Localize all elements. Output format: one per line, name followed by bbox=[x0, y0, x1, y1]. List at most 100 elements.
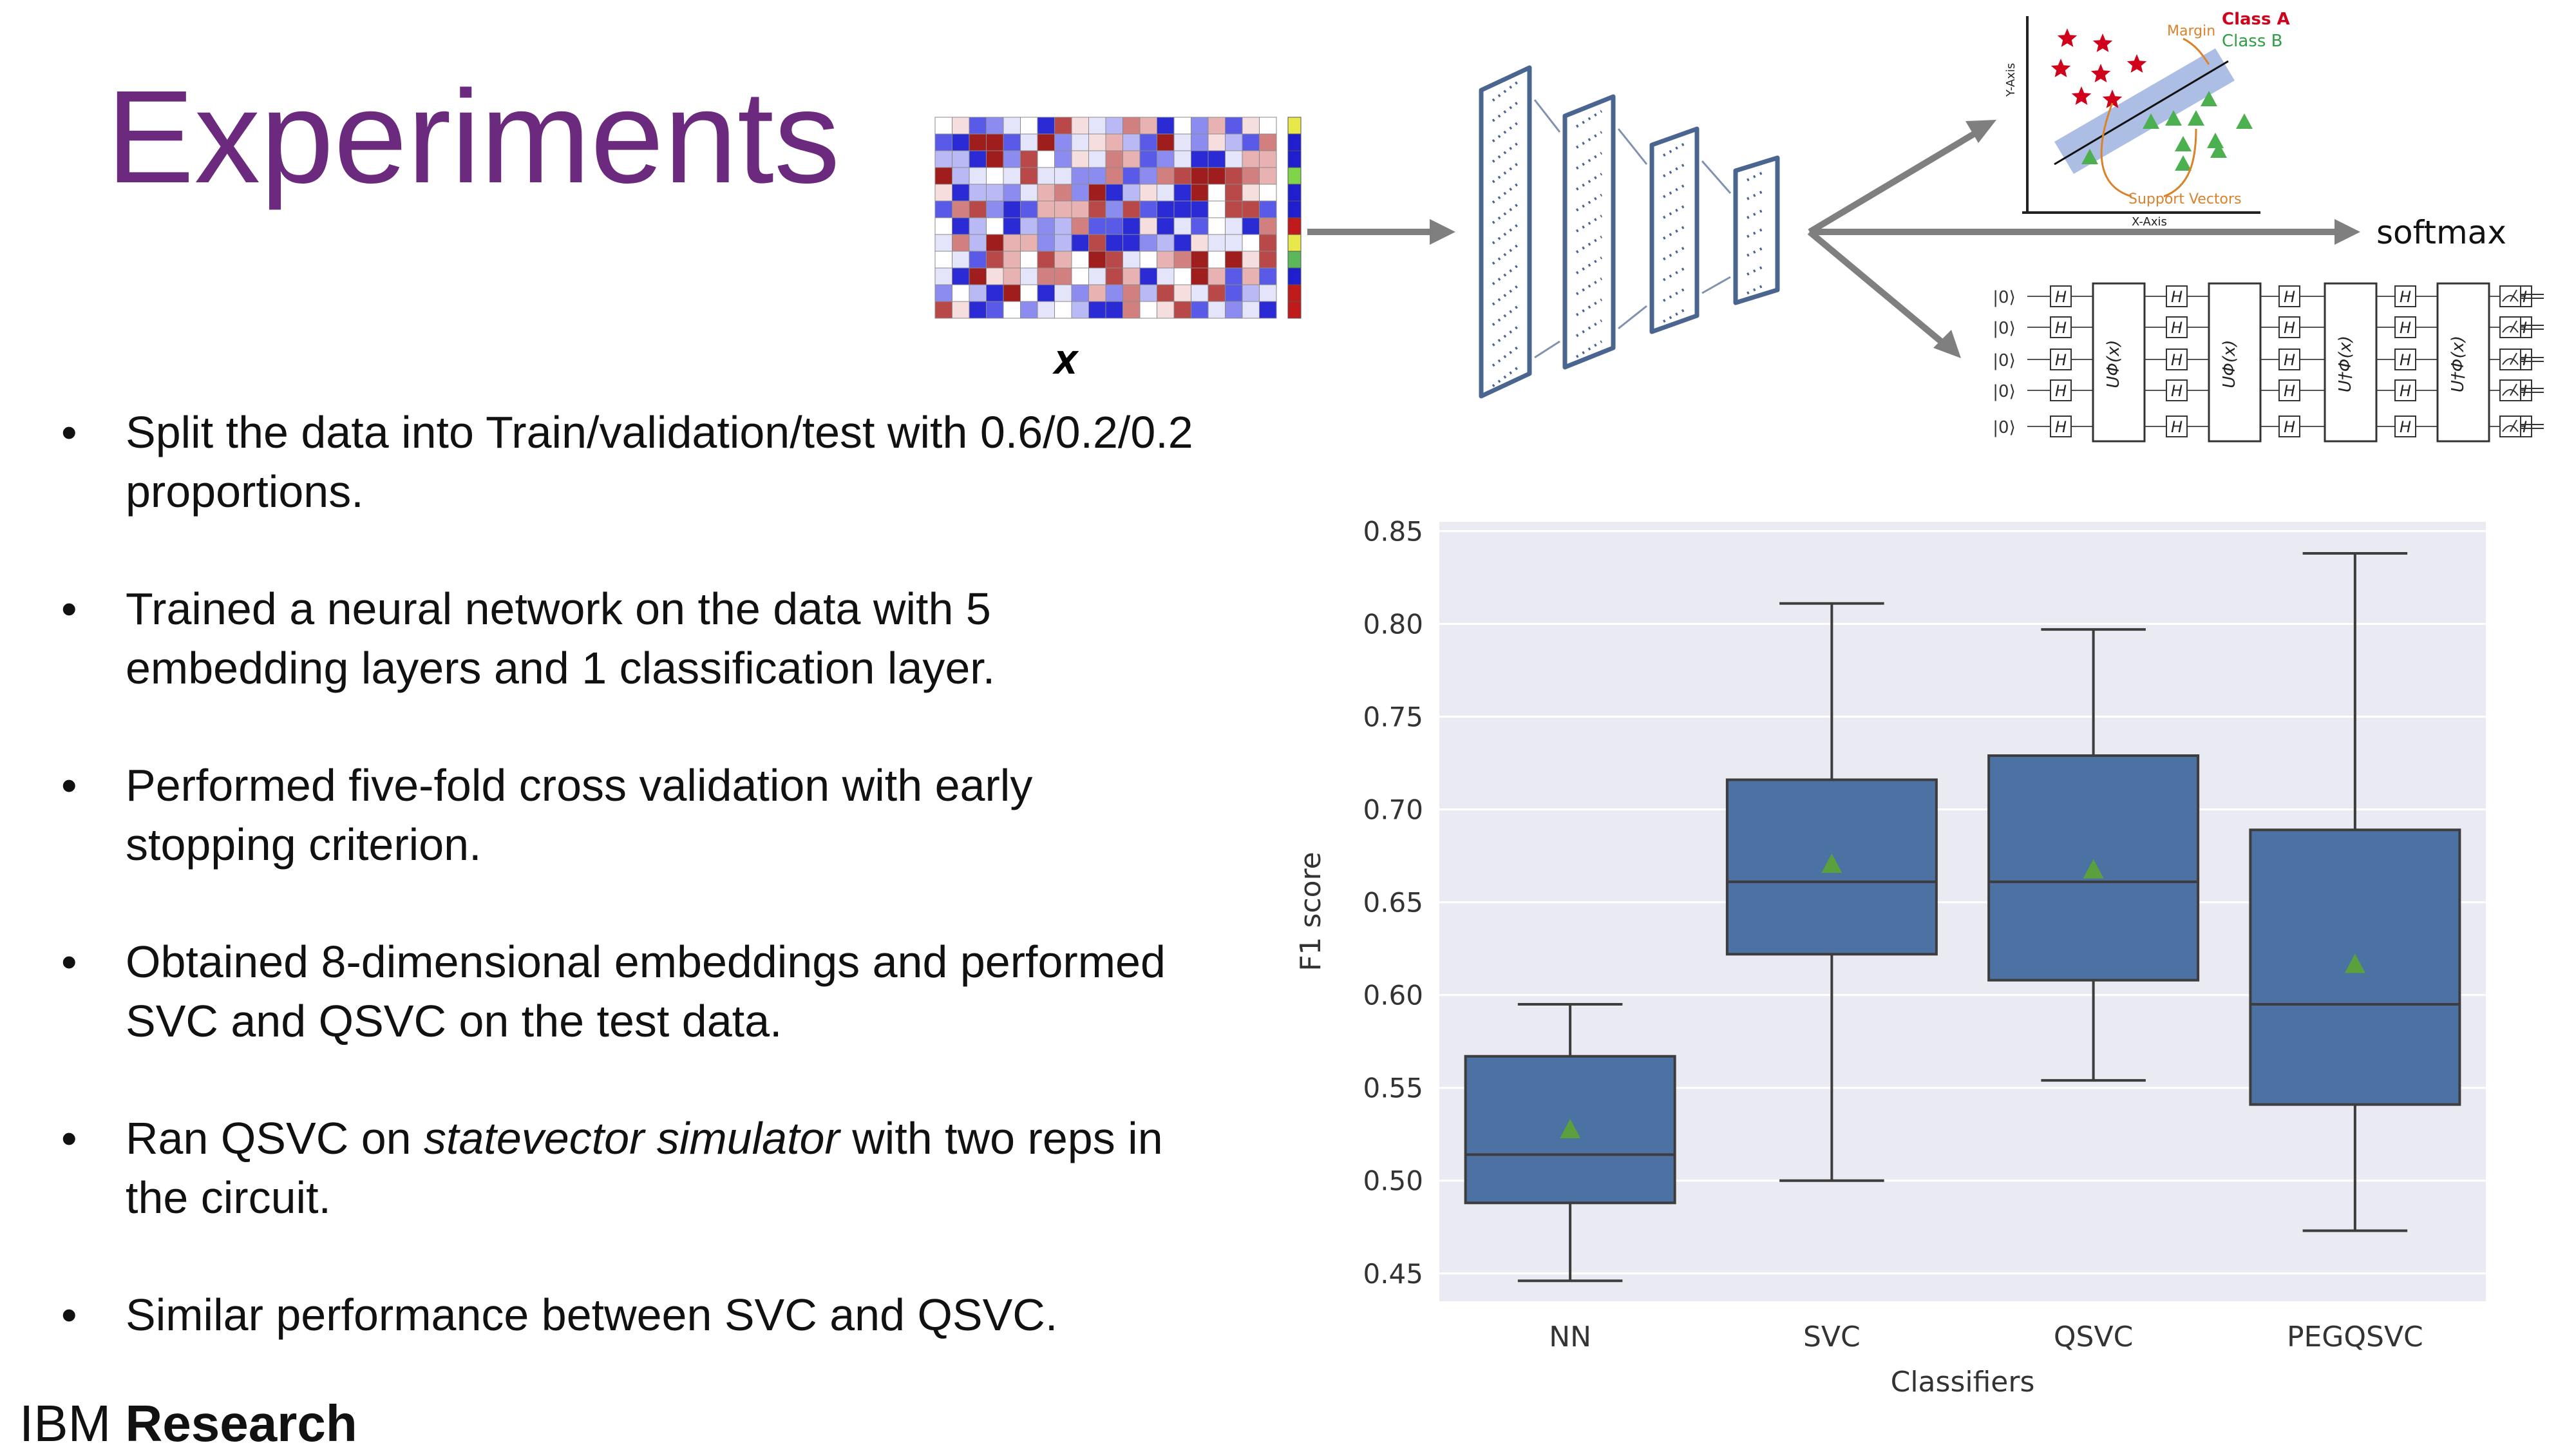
class-a-label: Class A bbox=[2222, 10, 2290, 29]
heatmap-cell bbox=[1173, 117, 1191, 135]
heatmap-cell bbox=[1242, 200, 1260, 218]
heatmap-cell bbox=[1225, 234, 1243, 252]
hadamard-label: H bbox=[2284, 288, 2295, 306]
class-a-star bbox=[2126, 54, 2147, 73]
u-phi-gate bbox=[2092, 282, 2146, 443]
heatmap-cell bbox=[952, 133, 970, 151]
heatmap-cell bbox=[1225, 284, 1243, 302]
hadamard-gate bbox=[2394, 316, 2416, 338]
heatmap-cell bbox=[1054, 301, 1072, 319]
heatmap-cell bbox=[1071, 150, 1089, 168]
hadamard-label: H bbox=[2284, 418, 2295, 436]
class-b-triangle bbox=[2175, 155, 2192, 171]
heatmap-cell bbox=[1054, 251, 1072, 269]
heatmap-cell bbox=[1173, 200, 1191, 218]
heatmap-cell bbox=[1191, 167, 1209, 185]
heatmap-cell bbox=[1259, 167, 1277, 185]
class-b-triangle bbox=[2175, 136, 2192, 151]
heatmap-cell bbox=[1105, 117, 1123, 135]
bullet-text-emphasis: statevector simulator bbox=[424, 1113, 840, 1163]
heatmap-cell bbox=[1208, 234, 1226, 252]
heatmap-cell bbox=[1020, 117, 1038, 135]
label-cell bbox=[1287, 251, 1302, 269]
heatmap-cell bbox=[1122, 217, 1141, 235]
heatmap-cell bbox=[1242, 284, 1260, 302]
heatmap-cell bbox=[1020, 284, 1038, 302]
heatmap-cell bbox=[969, 133, 987, 151]
hadamard-label: H bbox=[2400, 351, 2411, 369]
heatmap-cell bbox=[1139, 284, 1157, 302]
heatmap-cell bbox=[1157, 301, 1175, 319]
heatmap-cell bbox=[1003, 133, 1021, 151]
hadamard-label: H bbox=[2284, 351, 2295, 369]
qubit-init-label: |0⟩ bbox=[1993, 382, 2015, 401]
class-a-star bbox=[2090, 64, 2111, 82]
heatmap-cell bbox=[1259, 284, 1277, 302]
measure-needle bbox=[2510, 419, 2517, 432]
u-phi-dagger-gate bbox=[2324, 282, 2378, 443]
heatmap-cell bbox=[1259, 217, 1277, 235]
heatmap-cell bbox=[1259, 234, 1277, 252]
hadamard-gate bbox=[2278, 379, 2300, 401]
hadamard-gate bbox=[2050, 416, 2072, 437]
heatmap-cell bbox=[1157, 117, 1175, 135]
heatmap-cell bbox=[1242, 117, 1260, 135]
nn-neuron-row bbox=[1492, 142, 1519, 163]
heatmap-cell bbox=[1037, 133, 1055, 151]
heatmap-cell bbox=[952, 251, 970, 269]
bullet-text: Performed five-fold cross validation wit… bbox=[126, 760, 1033, 870]
hadamard-label: H bbox=[2055, 418, 2067, 436]
heatmap-cell bbox=[952, 267, 970, 285]
heatmap-cell bbox=[986, 217, 1004, 235]
heatmap-cell bbox=[1225, 150, 1243, 168]
heatmap-cell bbox=[1191, 234, 1209, 252]
heatmap-cell bbox=[952, 301, 970, 319]
arrow-to-svm bbox=[1808, 129, 1979, 235]
heatmap-cell bbox=[1122, 167, 1141, 185]
heatmap-cell bbox=[1259, 133, 1277, 151]
heatmap-cell bbox=[1173, 234, 1191, 252]
heatmap-cell bbox=[986, 284, 1004, 302]
nn-neuron-row bbox=[1575, 173, 1603, 191]
heatmap-cell bbox=[1020, 267, 1038, 285]
heatmap-cell bbox=[969, 200, 987, 218]
heatmap-cell bbox=[934, 167, 952, 185]
nn-neuron-row bbox=[1492, 162, 1519, 184]
bullet-text: Similar performance between SVC and QSVC… bbox=[126, 1290, 1058, 1340]
heatmap-cell bbox=[1208, 184, 1226, 202]
heatmap-cell bbox=[1225, 301, 1243, 319]
pipeline-diagram: X softmax Class A Class B Margin Support… bbox=[934, 10, 2544, 443]
heatmap-cell bbox=[1088, 167, 1106, 185]
measure-dial bbox=[2502, 358, 2519, 365]
heatmap-cell bbox=[1191, 284, 1209, 302]
bullet-marker: • bbox=[61, 1113, 77, 1163]
heatmap-cell bbox=[1020, 184, 1038, 202]
heatmap-cell bbox=[1071, 301, 1089, 319]
heatmap-cell bbox=[1242, 167, 1260, 185]
heatmap-cell bbox=[1003, 234, 1021, 252]
heatmap-cell bbox=[1122, 133, 1141, 151]
hadamard-gate bbox=[2394, 285, 2416, 307]
footer-light: IBM bbox=[19, 1395, 126, 1452]
y-axis-label-text: F1 score bbox=[1294, 852, 1327, 971]
y-tick-label: 0.65 bbox=[1363, 887, 1423, 919]
heatmap-cell bbox=[1259, 267, 1277, 285]
heatmap-cell bbox=[1259, 251, 1277, 269]
u-phi-dagger-gate-label: U†Φ(x) bbox=[2336, 336, 2355, 392]
heatmap-cell bbox=[969, 117, 987, 135]
heatmap-cell bbox=[1054, 167, 1072, 185]
heatmap-cell bbox=[1122, 251, 1141, 269]
u-phi-gate-label: UΦ(x) bbox=[2104, 339, 2123, 388]
nn-neuron-row bbox=[1575, 151, 1603, 170]
heatmap-cell bbox=[952, 150, 970, 168]
measure-needle bbox=[2510, 289, 2517, 302]
class-a-star bbox=[2071, 86, 2092, 105]
hadamard-gate bbox=[2278, 285, 2300, 307]
hadamard-gate bbox=[2394, 416, 2416, 437]
hadamard-gate bbox=[2394, 379, 2416, 401]
heatmap-cell bbox=[986, 133, 1004, 151]
heatmap-cell bbox=[1259, 150, 1277, 168]
hadamard-label: H bbox=[2284, 319, 2295, 337]
heatmap-cell bbox=[952, 167, 970, 185]
heatmap-cell bbox=[986, 150, 1004, 168]
